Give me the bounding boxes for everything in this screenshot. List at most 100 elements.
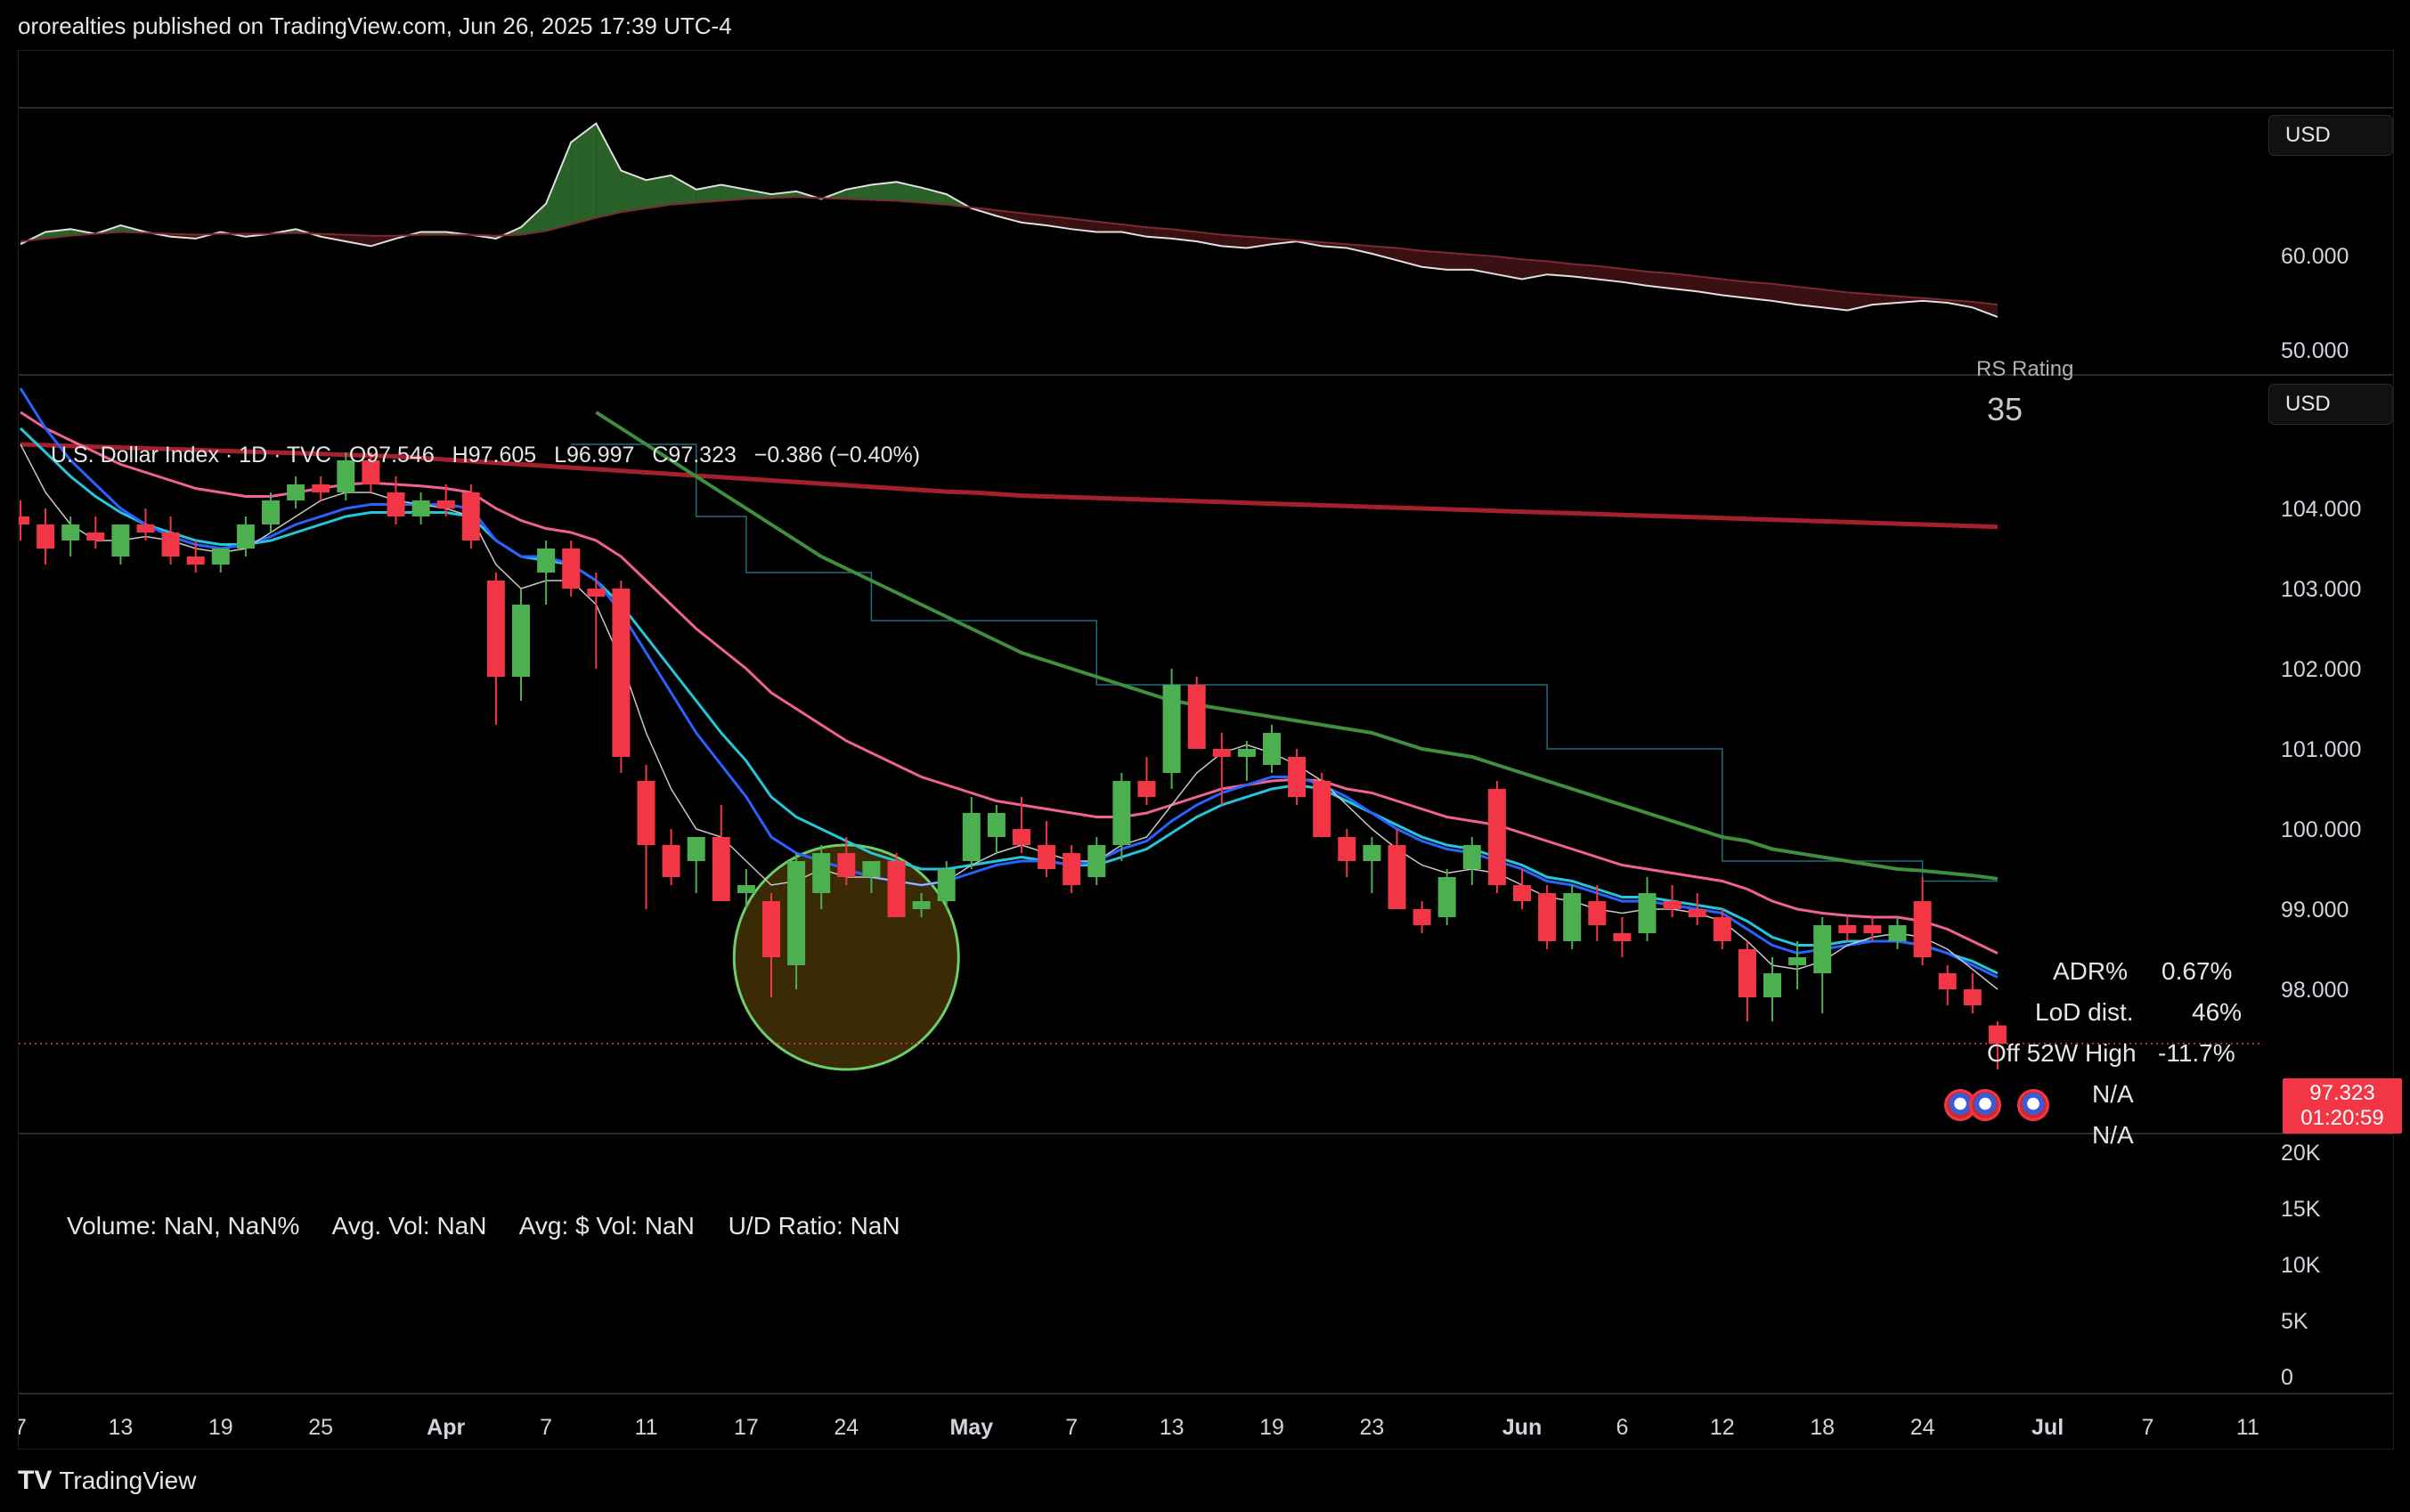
currency-selector-main[interactable]: USD	[2268, 384, 2393, 425]
legend-change: −0.386 (−0.40%)	[753, 443, 921, 467]
rs-area-fill	[745, 189, 771, 199]
rs-area-fill	[696, 184, 721, 203]
candle-body	[1863, 925, 1882, 933]
candle-body	[612, 589, 631, 757]
time-axis-tick: 7	[1065, 1415, 1078, 1440]
time-axis-tick: 13	[1160, 1415, 1185, 1440]
candle-body	[1663, 901, 1681, 909]
candle-body	[1688, 909, 1706, 917]
volume-axis-tick: 10K	[2281, 1253, 2321, 1278]
rs-area-fill	[1121, 224, 1147, 237]
rs-area-fill	[1722, 279, 1747, 298]
time-axis-tick: May	[949, 1415, 993, 1440]
rs-area-fill	[1572, 264, 1598, 280]
rs-area-fill	[921, 187, 947, 205]
na-value-1: N/A	[2092, 1080, 2134, 1108]
rs-area-fill	[1372, 246, 1397, 261]
candle-body	[737, 885, 755, 893]
candle-body	[637, 781, 655, 845]
rs-area-fill	[1647, 272, 1673, 289]
rs-area-fill	[1547, 261, 1573, 277]
candle-body	[61, 524, 80, 541]
avg-volume: Avg. Vol: NaN	[331, 1212, 487, 1240]
rs-area-fill	[1421, 250, 1447, 270]
candle-body	[1938, 973, 1957, 989]
candle-body	[712, 837, 730, 901]
candle-body	[1388, 845, 1406, 909]
candle-body	[262, 500, 280, 524]
candle-body	[287, 484, 305, 500]
candle-body	[337, 460, 355, 492]
price-axis-tick: 100.000	[2281, 817, 2361, 842]
time-axis-tick: 24	[1910, 1415, 1935, 1440]
time-axis-tick: 25	[308, 1415, 333, 1440]
candle-body	[1888, 925, 1907, 941]
candle-body	[587, 589, 606, 597]
candle-body	[1038, 845, 1056, 869]
rs-area-fill	[1746, 281, 1772, 301]
volume-axis-tick: 5K	[2281, 1309, 2308, 1334]
candle-body	[1237, 749, 1256, 757]
time-axis-tick: 12	[1710, 1415, 1735, 1440]
rs-area-fill	[996, 210, 1022, 223]
volume-axis-tick: 15K	[2281, 1197, 2321, 1222]
candle-body	[1313, 781, 1331, 837]
rs-area-fill	[1522, 259, 1548, 280]
rs-area-fill	[1246, 236, 1272, 248]
rs-rating-value: 35	[1987, 391, 2023, 427]
candle-body	[1813, 925, 1832, 973]
rs-area-fill	[571, 123, 597, 225]
candle-body	[1738, 949, 1756, 997]
tradingview-footer[interactable]: TV TradingView	[18, 1466, 196, 1496]
candle-body	[912, 901, 931, 909]
chart-frame[interactable]: 60.000 50.000 104.000 103.000 102.000 101.000…	[18, 50, 2402, 1450]
candle-body	[1162, 685, 1181, 773]
chart-canvas[interactable]: 60.000 50.000 104.000 103.000 102.000 101.000…	[19, 51, 2393, 1449]
candle-body	[1338, 837, 1356, 861]
us-flag-event-icon[interactable]	[2017, 1089, 2049, 1121]
candle-body	[1462, 845, 1481, 869]
candle-body	[436, 500, 455, 508]
bar-countdown: 01:20:59	[2300, 1106, 2384, 1130]
candle-body	[1963, 989, 1982, 1005]
time-axis-tick: 19	[208, 1415, 233, 1440]
candle-body	[1513, 885, 1531, 901]
candle-body	[211, 549, 230, 565]
rs-area-fill	[771, 191, 797, 199]
rs-axis-tick: 50.000	[2281, 338, 2349, 363]
candle-body	[562, 549, 581, 589]
ema-fast-line	[19, 387, 1999, 979]
rs-area-fill	[1872, 294, 1898, 305]
candle-body	[987, 813, 1006, 837]
symbol-name[interactable]: U.S. Dollar Index · 1D · TVC	[51, 443, 331, 467]
candle-body	[1988, 1025, 2007, 1045]
candle-body	[486, 581, 505, 677]
candle-body	[236, 524, 255, 549]
lod-value: 46%	[2192, 998, 2243, 1026]
sma200-line	[20, 442, 1998, 530]
symbol-legend[interactable]: U.S. Dollar Index · 1D · TVC O97.546 H97…	[51, 443, 925, 468]
rs-area-fill	[346, 234, 371, 247]
rs-area-fill	[1146, 227, 1172, 239]
off-high-value: -11.7%	[2158, 1039, 2235, 1067]
time-axis-tick: Apr	[427, 1415, 465, 1440]
rs-area-fill	[1221, 234, 1247, 248]
rs-area-fill	[1772, 283, 1798, 305]
volume-axis-tick: 0	[2281, 1365, 2293, 1390]
rs-area-fill	[1446, 252, 1472, 270]
volume-value: Volume: NaN, NaN%	[67, 1212, 300, 1240]
step-line	[571, 443, 1998, 882]
price-axis-tick: 103.000	[2281, 577, 2361, 602]
rs-area-fill	[1022, 213, 1047, 226]
us-flag-event-icon[interactable]	[1969, 1089, 2001, 1121]
rs-area-fill	[896, 182, 922, 203]
currency-selector-rs[interactable]: USD	[2268, 115, 2393, 156]
rs-area-fill	[1597, 265, 1623, 282]
off-high-label: Off 52W High	[1987, 1039, 2137, 1067]
adr-label: ADR%	[2053, 957, 2129, 985]
time-axis-tick: 24	[834, 1415, 859, 1440]
rs-area-fill	[1171, 229, 1197, 242]
adr-value: 0.67%	[2162, 957, 2233, 985]
candle-body	[1212, 749, 1231, 757]
candle-body	[1788, 957, 1807, 965]
